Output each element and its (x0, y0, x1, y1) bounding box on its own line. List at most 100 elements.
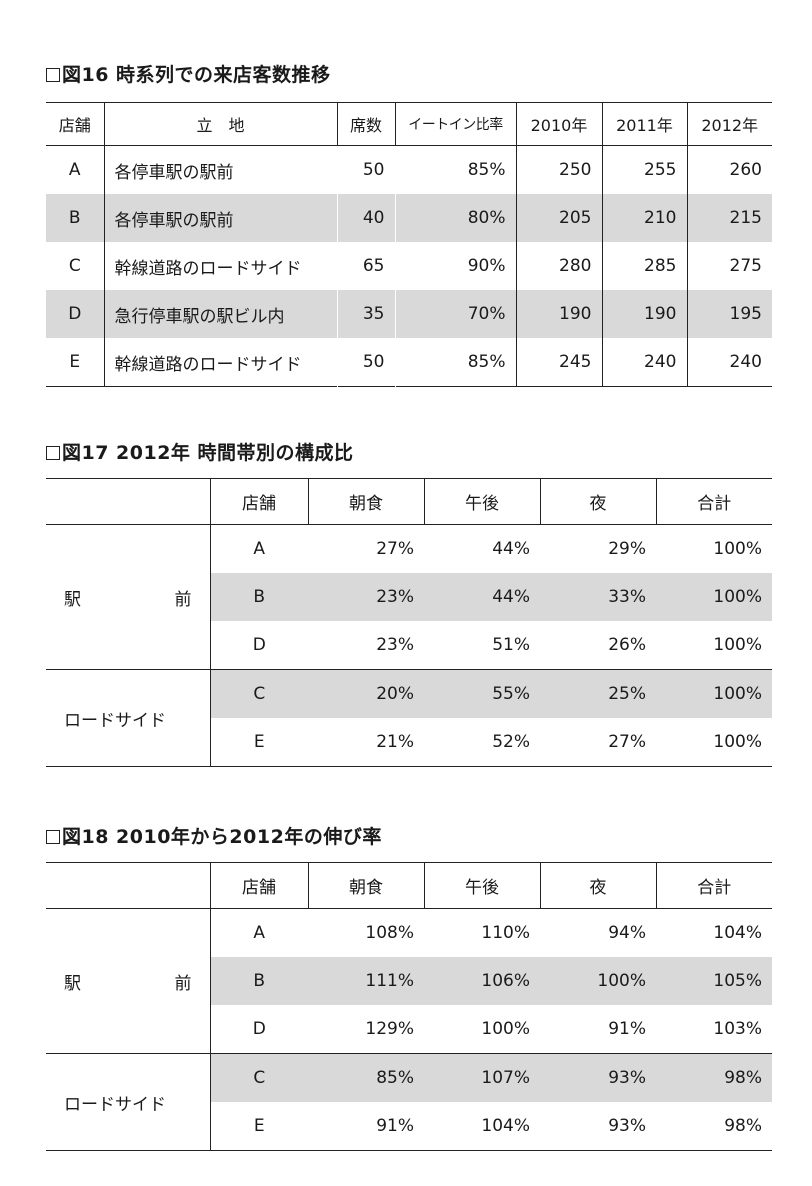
group-station: 駅前 (46, 524, 211, 670)
cell-night: 91% (608, 1019, 646, 1039)
table-row: A 各停車駅の駅前 50 85% 250 255 260 (46, 145, 772, 194)
cell-ratio: 85% (467, 160, 506, 180)
table-header-row: 店舗 朝食 午後 夜 合計 (46, 478, 772, 525)
group-station: 駅前 (46, 908, 211, 1054)
cell-total: 104% (713, 923, 762, 943)
cell-night: 93% (540, 1053, 656, 1102)
group-roadside: ロードサイド (46, 1053, 211, 1151)
header-2011: 2011年 (601, 102, 687, 146)
cell-store: D (252, 1019, 266, 1039)
cell-store: A (68, 160, 81, 180)
cell-2010: 250 (515, 145, 602, 194)
fig18-title-text: 図18 2010年から2012年の伸び率 (62, 826, 382, 848)
cell-afternoon: 52% (492, 732, 530, 752)
group-station-char-2: 前 (174, 589, 192, 610)
cell-location: 幹線道路のロードサイド (103, 242, 337, 290)
fig17-title: 図17 2012年 時間帯別の構成比 (46, 438, 354, 465)
cell-2011: 240 (601, 338, 687, 387)
cell-2011: 255 (601, 145, 687, 194)
table-row: D 23% 51% 26% 100% (46, 621, 772, 670)
header-afternoon: 午後 (423, 478, 540, 525)
cell-ratio: 70% (395, 290, 516, 338)
fig18-table: 店舗 朝食 午後 夜 合計 駅前 A 108% 110% 94% 104% B … (46, 862, 772, 1151)
fig17-table: 店舗 朝食 午後 夜 合計 駅前 A 27% 44% 29% 100% B 23… (46, 478, 772, 767)
table-row: ロードサイド C 20% 55% 25% 100% (46, 669, 772, 767)
cell-afternoon: 44% (424, 573, 540, 621)
cell-breakfast: 23% (376, 635, 414, 655)
cell-breakfast: 85% (308, 1053, 424, 1102)
header-group (46, 862, 210, 909)
cell-breakfast: 108% (365, 923, 414, 943)
cell-afternoon: 106% (424, 957, 540, 1005)
cell-store: D (252, 635, 266, 655)
cell-2011: 190 (601, 290, 687, 338)
table-row: D 急行停車駅の駅ビル内 35 70% 190 190 195 (46, 290, 772, 338)
cell-2011: 210 (601, 194, 687, 242)
fig16-table: 店舗 立 地 席数 イートイン比率 2010年 2011年 2012年 A 各停… (46, 102, 772, 387)
table-row: E 91% 104% 93% 98% (46, 1102, 772, 1151)
table-header-row: 店舗 立 地 席数 イートイン比率 2010年 2011年 2012年 (46, 102, 772, 146)
cell-night: 26% (608, 635, 646, 655)
cell-afternoon: 55% (424, 669, 540, 718)
cell-store: E (69, 352, 81, 372)
cell-seats: 50 (362, 160, 385, 180)
cell-store: A (253, 539, 266, 559)
group-station-char-1: 駅 (64, 589, 81, 610)
cell-total: 98% (656, 1053, 772, 1102)
cell-2010: 205 (515, 194, 602, 242)
cell-store: A (253, 923, 266, 943)
fig18-title: 図18 2010年から2012年の伸び率 (46, 822, 382, 849)
cell-afternoon: 100% (481, 1019, 530, 1039)
cell-ratio: 80% (395, 194, 516, 242)
cell-2012: 240 (686, 338, 772, 387)
table-row: B 23% 44% 33% 100% (46, 573, 772, 621)
cell-ratio: 90% (467, 256, 506, 276)
cell-seats: 65 (362, 256, 385, 276)
table-row: B 各停車駅の駅前 40 80% 205 210 215 (46, 194, 772, 242)
cell-breakfast: 129% (365, 1019, 414, 1039)
table-row: B 111% 106% 100% 105% (46, 957, 772, 1005)
cell-location: 幹線道路のロードサイド (103, 338, 337, 387)
table-row: D 129% 100% 91% 103% (46, 1005, 772, 1054)
cell-night: 33% (540, 573, 656, 621)
cell-seats: 50 (362, 352, 385, 372)
cell-breakfast: 23% (308, 573, 424, 621)
checkbox-square-icon (46, 830, 60, 844)
group-station-char-1: 駅 (64, 973, 81, 994)
cell-location: 各停車駅の駅前 (103, 145, 337, 194)
cell-2012: 215 (686, 194, 772, 242)
cell-afternoon: 107% (424, 1053, 540, 1102)
fig16-title: 図16 時系列での来店客数推移 (46, 60, 331, 87)
cell-store: C (210, 1053, 308, 1102)
cell-night: 94% (608, 923, 646, 943)
cell-total: 100% (713, 539, 762, 559)
table-row: 駅前 A 108% 110% 94% 104% (46, 908, 772, 1054)
header-store: 店舗 (209, 862, 308, 909)
header-store: 店舗 (209, 478, 308, 525)
cell-total: 100% (656, 573, 772, 621)
cell-night: 100% (540, 957, 656, 1005)
cell-breakfast: 111% (308, 957, 424, 1005)
cell-store: C (68, 256, 81, 276)
cell-total: 100% (713, 732, 762, 752)
checkbox-square-icon (46, 446, 60, 460)
header-location: 立 地 (103, 102, 337, 146)
header-total: 合計 (655, 862, 772, 909)
cell-store: C (210, 669, 308, 718)
cell-ratio: 85% (467, 352, 506, 372)
header-night: 夜 (539, 478, 656, 525)
cell-breakfast: 21% (376, 732, 414, 752)
cell-2010: 245 (515, 338, 602, 387)
cell-breakfast: 27% (376, 539, 414, 559)
header-breakfast: 朝食 (307, 478, 424, 525)
cell-2011: 285 (601, 242, 687, 290)
cell-2010: 280 (515, 242, 602, 290)
cell-seats: 35 (337, 290, 395, 338)
cell-2012: 260 (686, 145, 772, 194)
cell-store: B (210, 957, 308, 1005)
cell-afternoon: 104% (481, 1116, 530, 1136)
cell-location: 各停車駅の駅前 (103, 194, 337, 242)
cell-night: 27% (608, 732, 646, 752)
cell-total: 103% (713, 1019, 762, 1039)
header-store: 店舗 (46, 102, 104, 146)
